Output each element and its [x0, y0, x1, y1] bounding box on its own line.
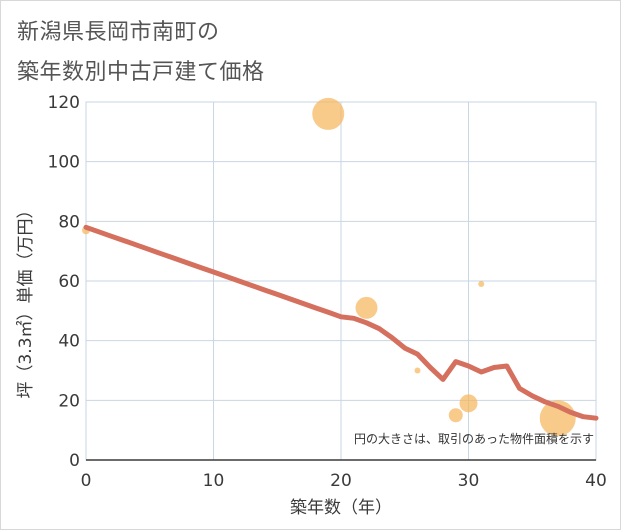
y-tick-label: 100 — [48, 153, 80, 173]
x-tick-label: 40 — [585, 471, 607, 491]
y-tick-label: 0 — [69, 451, 80, 471]
bubble-point — [414, 367, 421, 374]
x-tick-label: 20 — [330, 471, 352, 491]
x-tick-labels: 0 10 20 30 40 — [81, 471, 607, 491]
x-axis-label: 築年数（年） — [290, 498, 392, 518]
size-note: 円の大きさは、取引のあった物件面積を示す — [354, 431, 594, 446]
trend-line — [83, 224, 599, 421]
x-tick-label: 30 — [458, 471, 480, 491]
bubble-point — [478, 280, 485, 287]
y-tick-labels: 0 20 40 60 80 100 120 — [48, 93, 80, 471]
y-tick-label: 20 — [58, 391, 80, 411]
bubble-point — [459, 394, 478, 413]
x-tick-label: 0 — [81, 471, 92, 491]
y-tick-label: 80 — [58, 212, 80, 232]
bubble-point — [448, 408, 463, 423]
y-tick-label: 40 — [58, 332, 80, 352]
bubble-point — [312, 97, 345, 130]
chart-title-line1: 新潟県長岡市南町の — [17, 20, 220, 45]
y-tick-label: 120 — [48, 93, 80, 113]
x-tick-label: 10 — [203, 471, 225, 491]
y-axis-label: 坪（3.3㎡）単価（万円） — [16, 201, 36, 398]
y-tick-label: 60 — [58, 272, 80, 292]
bubble-point — [355, 296, 378, 319]
chart-title-line2: 築年数別中古戸建て価格 — [17, 60, 265, 85]
